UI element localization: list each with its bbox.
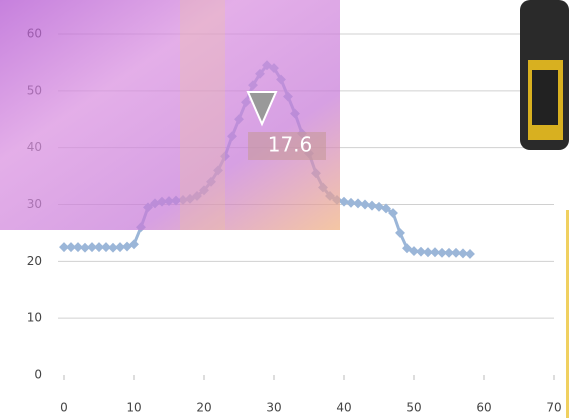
series-marker	[353, 198, 363, 209]
series-marker	[367, 200, 377, 211]
series-marker	[451, 247, 461, 258]
thermal-image-overlay	[0, 0, 340, 230]
series-marker	[416, 246, 426, 257]
series-marker	[87, 242, 97, 253]
series-marker	[94, 242, 104, 253]
y-tick-label: 10	[27, 311, 42, 325]
annotation: 17.6	[268, 133, 313, 157]
series-marker	[465, 248, 475, 259]
series-marker	[115, 242, 125, 253]
x-tick-label: 30	[266, 401, 281, 415]
x-tick-label: 60	[476, 401, 491, 415]
edge-strip	[566, 210, 569, 418]
x-tick-label: 70	[546, 401, 561, 415]
x-tick-label: 10	[126, 401, 141, 415]
series-marker	[66, 242, 76, 253]
series-marker	[423, 247, 433, 258]
series-marker	[73, 242, 83, 253]
x-tick-label: 0	[60, 401, 68, 415]
series-marker	[395, 227, 405, 238]
thermal-highlight	[180, 0, 225, 230]
series-marker	[59, 242, 69, 253]
y-tick-label: 20	[27, 254, 42, 268]
series-marker	[409, 246, 419, 257]
series-marker	[360, 199, 370, 210]
series-marker	[129, 239, 139, 250]
x-tick-label: 50	[406, 401, 421, 415]
cursor-marker	[246, 91, 278, 127]
y-tick-label: 0	[34, 368, 42, 382]
series-marker	[374, 201, 384, 212]
series-marker	[80, 242, 90, 253]
series-marker	[381, 203, 391, 214]
series-marker	[388, 208, 398, 218]
camera-device	[520, 0, 569, 150]
series-marker	[339, 196, 349, 207]
series-marker	[437, 247, 447, 258]
series-marker	[444, 247, 454, 258]
series-marker	[101, 242, 111, 253]
x-tick-label: 20	[196, 401, 211, 415]
series-marker	[430, 247, 440, 258]
annotation-box	[248, 132, 326, 160]
series-marker	[346, 197, 356, 208]
x-tick-label: 40	[336, 401, 351, 415]
series-marker	[108, 242, 118, 253]
